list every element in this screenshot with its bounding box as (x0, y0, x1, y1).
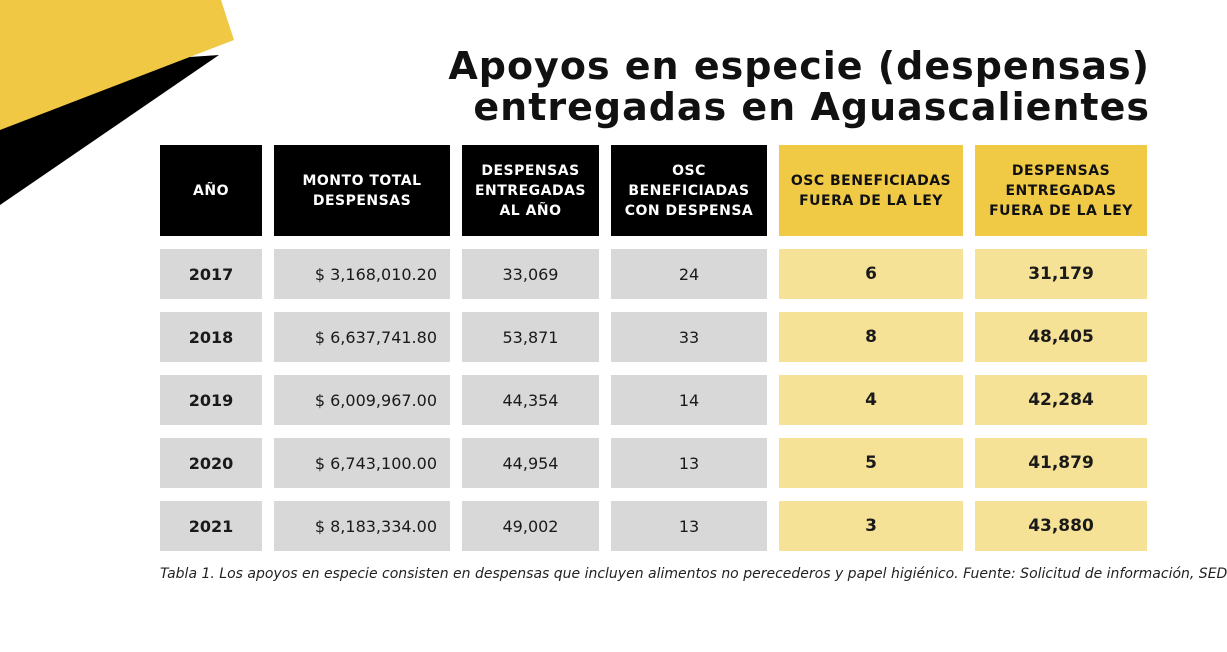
header-total-amount: MONTO TOTAL DESPENSAS (274, 145, 450, 236)
cell-pantries-outside-law: 41,879 (975, 438, 1147, 488)
cell-pantries-outside-law: 48,405 (975, 312, 1147, 362)
cell-pantries-delivered: 49,002 (462, 501, 599, 551)
cell-pantries-delivered: 53,871 (462, 312, 599, 362)
cell-osc-outside-law: 5 (779, 438, 963, 488)
cell-pantries-outside-law: 43,880 (975, 501, 1147, 551)
cell-year: 2021 (160, 501, 262, 551)
title-line-1: Apoyos en especie (despensas) (448, 44, 1150, 88)
cell-osc-benefited: 13 (611, 438, 767, 488)
cell-pantries-outside-law: 31,179 (975, 249, 1147, 299)
cell-osc-benefited: 13 (611, 501, 767, 551)
cell-total-amount: $ 8,183,334.00 (274, 501, 450, 551)
header-year: AÑO (160, 145, 262, 236)
cell-osc-benefited: 24 (611, 249, 767, 299)
cell-year: 2018 (160, 312, 262, 362)
table-caption: Tabla 1. Los apoyos en especie consisten… (160, 566, 1227, 582)
cell-pantries-delivered: 44,354 (462, 375, 599, 425)
cell-total-amount: $ 6,743,100.00 (274, 438, 450, 488)
header-pantries-outside-law: DESPENSAS ENTREGADAS FUERA DE LA LEY (975, 145, 1147, 236)
cell-total-amount: $ 3,168,010.20 (274, 249, 450, 299)
cell-osc-outside-law: 8 (779, 312, 963, 362)
cell-total-amount: $ 6,637,741.80 (274, 312, 450, 362)
cell-pantries-delivered: 33,069 (462, 249, 599, 299)
cell-pantries-delivered: 44,954 (462, 438, 599, 488)
cell-osc-outside-law: 4 (779, 375, 963, 425)
header-osc-outside-law: OSC BENEFICIADAS FUERA DE LA LEY (779, 145, 963, 236)
cell-pantries-outside-law: 42,284 (975, 375, 1147, 425)
cell-year: 2020 (160, 438, 262, 488)
title-line-2: entregadas en Aguascalientes (473, 85, 1150, 129)
header-osc-benefited: OSC BENEFICIADAS CON DESPENSA (611, 145, 767, 236)
header-pantries-delivered: DESPENSAS ENTREGADAS AL AÑO (462, 145, 599, 236)
cell-osc-benefited: 33 (611, 312, 767, 362)
page-title: Apoyos en especie (despensas) entregadas… (448, 46, 1150, 128)
cell-year: 2019 (160, 375, 262, 425)
cell-total-amount: $ 6,009,967.00 (274, 375, 450, 425)
data-table: AÑO MONTO TOTAL DESPENSAS DESPENSAS ENTR… (160, 145, 1147, 551)
cell-osc-outside-law: 6 (779, 249, 963, 299)
cell-year: 2017 (160, 249, 262, 299)
cell-osc-benefited: 14 (611, 375, 767, 425)
cell-osc-outside-law: 3 (779, 501, 963, 551)
corner-decoration (0, 0, 234, 205)
